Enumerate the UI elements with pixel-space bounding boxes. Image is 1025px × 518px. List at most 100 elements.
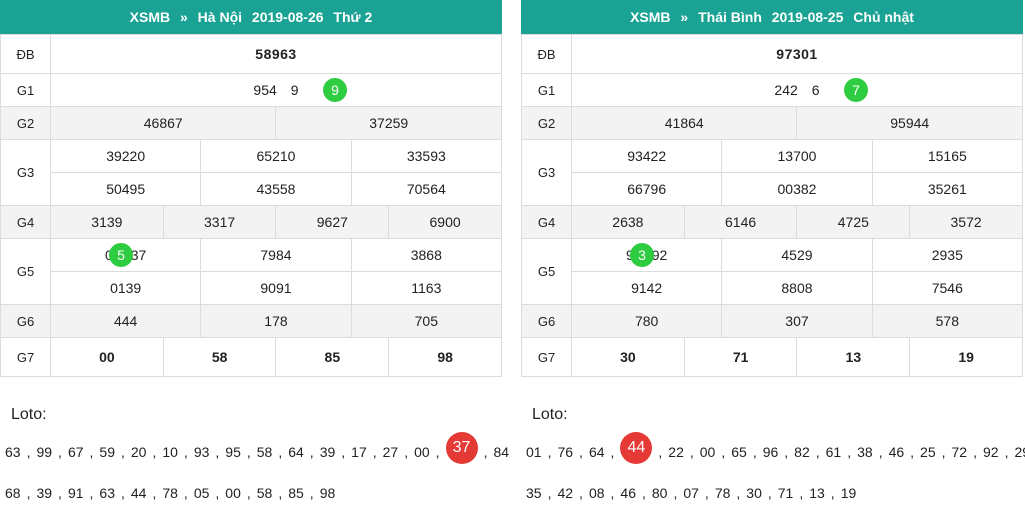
results-panel-hanoi: XSMB » Hà Nội 2019-08-26 Thứ 2 ĐB 58963 … [0, 0, 509, 518]
loto-number: 98 [319, 485, 336, 501]
g4-value: 3572 [909, 205, 1023, 239]
loto-number: 68 [5, 485, 21, 501]
g5-value: 0 37 5 [49, 238, 202, 272]
loto-separator: , [799, 485, 804, 501]
prize-label: G4 [521, 205, 572, 239]
loto-number: 39 [319, 443, 336, 460]
loto-separator: , [309, 443, 314, 460]
loto-number: 64 [588, 443, 605, 460]
g3-value: 39220 [49, 139, 202, 173]
loto-number: 93 [193, 443, 210, 460]
loto-separator: , [483, 443, 488, 460]
g7-value: 30 [571, 337, 685, 377]
g2-value: 41864 [570, 106, 798, 140]
loto-separator: , [673, 485, 678, 501]
g5-suffix: 37 [130, 247, 147, 263]
loto-row: 35, 42, 08, 46, 80, 07, 78, 30, 71, 13, 19 [526, 485, 856, 501]
g7-value: 00 [50, 337, 164, 377]
g1-suffix: 6 [811, 82, 820, 98]
header-region[interactable]: Hà Nội [197, 9, 243, 25]
g5-value: 4529 [721, 238, 873, 272]
header-brand[interactable]: XSMB [630, 9, 671, 25]
results-table: ĐB 58963 G1 954 9 9 G2 46867 37259 G3 392… [0, 34, 503, 377]
loto-number: 00 [699, 443, 716, 460]
prize-label: G2 [0, 106, 51, 140]
loto-separator: , [689, 443, 694, 460]
g6-value: 780 [570, 304, 723, 338]
loto-separator: , [89, 443, 94, 460]
loto-number: 07 [683, 485, 699, 501]
loto-number: 19 [840, 485, 857, 501]
loto-number: 63 [99, 485, 115, 501]
loto-separator: , [704, 485, 709, 501]
header-region[interactable]: Thái Bình [698, 9, 762, 25]
loto-number: 63 [5, 443, 21, 460]
g1-cell: 242 6 7 [571, 73, 1023, 107]
loto-separator: , [910, 443, 915, 460]
loto-separator: , [215, 485, 220, 501]
loto-separator: , [815, 443, 820, 460]
header-date[interactable]: 2019-08-26 [251, 9, 324, 25]
loto-separator: , [152, 443, 157, 460]
prize-label: G4 [0, 205, 51, 239]
loto-separator: , [309, 485, 314, 501]
loto-number-highlighted: 37 [445, 432, 478, 464]
g6-value: 578 [871, 304, 1024, 338]
special-prize-value: 97301 [571, 34, 1023, 74]
g3-value: 65210 [200, 139, 352, 173]
loto-separator: , [183, 443, 188, 460]
loto-number: 96 [762, 443, 779, 460]
loto-separator: , [941, 443, 946, 460]
loto-separator: , [215, 443, 220, 460]
g7-value: 71 [683, 337, 798, 377]
marker-dot: 9 [323, 78, 347, 102]
prize-label: G5 [521, 238, 572, 305]
results-table: ĐB 97301 G1 242 6 7 G2 41864 95944 G3 934… [521, 34, 1024, 377]
loto-number: 42 [557, 485, 574, 501]
loto-separator: , [341, 443, 346, 460]
header-day[interactable]: Chủ nhật [853, 9, 914, 25]
prize-label: G7 [521, 337, 572, 377]
loto-number: 30 [746, 485, 762, 501]
loto-separator: , [579, 443, 583, 460]
loto-number: 29 [1014, 443, 1025, 460]
loto-separator: , [58, 485, 62, 501]
g7-value: 98 [388, 337, 502, 377]
header-date[interactable]: 2019-08-25 [771, 9, 844, 25]
loto-number: 38 [857, 443, 873, 460]
loto-number: 27 [382, 443, 399, 460]
loto-separator: , [736, 485, 741, 501]
loto-separator: , [246, 443, 251, 460]
g5-value: 3868 [350, 238, 503, 272]
loto-number: 99 [36, 443, 53, 460]
g3-value: 43558 [200, 172, 352, 206]
header-day[interactable]: Thứ 2 [333, 9, 373, 25]
loto-number: 72 [951, 443, 968, 460]
g3-value: 93422 [570, 139, 723, 173]
header-brand[interactable]: XSMB [129, 9, 171, 25]
g2-value: 46867 [49, 106, 277, 140]
g1-prefix: 954 [253, 82, 277, 98]
loto-separator: , [89, 485, 94, 501]
prize-label: G2 [521, 106, 572, 140]
loto-separator: , [610, 443, 615, 460]
prize-label: G6 [0, 304, 51, 338]
loto-title: Loto: [11, 406, 47, 423]
g4-value: 9627 [275, 205, 390, 239]
g4-value: 6900 [388, 205, 502, 239]
loto-separator: , [372, 443, 377, 460]
loto-separator: , [721, 443, 726, 460]
prize-label: G5 [0, 238, 51, 305]
loto-title: Loto: [532, 406, 568, 423]
g4-value: 2638 [571, 205, 685, 239]
header-arrow: » [680, 9, 689, 25]
loto-number: 58 [256, 443, 273, 460]
loto-separator: , [641, 485, 646, 501]
loto-number: 95 [225, 443, 241, 460]
prize-label: G6 [521, 304, 572, 338]
loto-number: 08 [588, 485, 605, 501]
g7-value: 85 [275, 337, 390, 377]
loto-separator: , [58, 443, 62, 460]
loto-number: 00 [225, 485, 241, 501]
g5-value: 0139 [49, 271, 202, 305]
